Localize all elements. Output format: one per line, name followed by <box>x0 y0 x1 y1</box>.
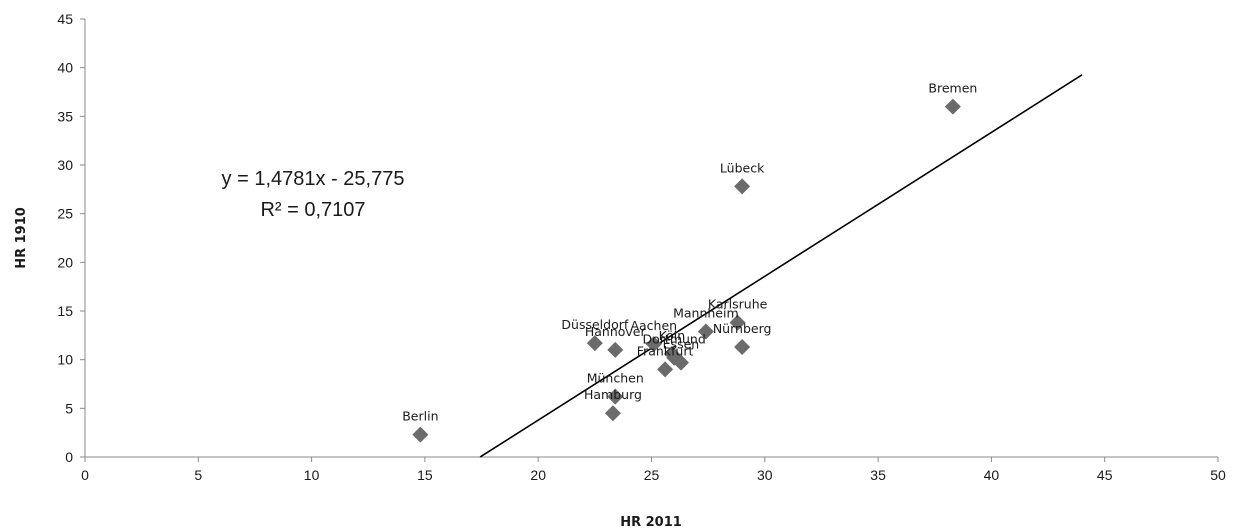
point-bremen <box>944 98 961 115</box>
y-tick-label: 30 <box>57 157 73 173</box>
y-tick-label: 10 <box>57 352 73 368</box>
y-tick-label: 20 <box>57 254 73 270</box>
label-mannheim: Mannheim <box>673 305 739 320</box>
point-frankfurt <box>657 361 674 378</box>
point-berlin <box>412 426 429 443</box>
x-axis-title: HR 2011 <box>620 515 682 530</box>
point-essen <box>672 354 689 371</box>
y-axis-ticks: 0 5 10 15 20 25 30 35 40 45 <box>57 11 85 465</box>
label-munchen: München <box>587 371 644 386</box>
label-frankfurt: Frankfurt <box>637 343 694 358</box>
x-tick-label: 20 <box>530 467 546 483</box>
point-hannover <box>607 341 624 358</box>
label-hannover: Hannover <box>585 324 647 339</box>
label-dortmund: Dortmund <box>643 332 706 347</box>
y-axis-title: HR 1910 <box>14 207 29 269</box>
label-bremen: Bremen <box>928 81 977 96</box>
trendline <box>479 74 1083 458</box>
y-tick-label: 15 <box>57 303 73 319</box>
y-tick-label: 35 <box>57 108 73 124</box>
trendline-equation: y = 1,4781x - 25,775 <box>222 168 405 190</box>
point-mannheim <box>697 323 714 340</box>
x-tick-label: 35 <box>870 467 886 483</box>
x-tick-label: 40 <box>984 467 1000 483</box>
label-nurnberg: Nürnberg <box>713 321 772 336</box>
point-lubeck <box>734 178 751 195</box>
point-nurnberg <box>734 339 751 356</box>
x-tick-label: 0 <box>81 467 89 483</box>
x-tick-label: 30 <box>757 467 773 483</box>
label-dusseldorf: Düsseldorf <box>561 317 628 332</box>
y-tick-label: 25 <box>57 206 73 222</box>
label-koln: Köln <box>659 328 686 343</box>
label-berlin: Berlin <box>402 409 438 424</box>
x-tick-label: 15 <box>417 467 433 483</box>
point-munchen <box>607 388 624 405</box>
r-squared-label: R² = 0,7107 <box>260 199 365 221</box>
x-tick-label: 50 <box>1210 467 1226 483</box>
y-tick-label: 5 <box>65 400 73 416</box>
label-lubeck: Lübeck <box>720 160 765 175</box>
y-tick-label: 45 <box>57 11 73 27</box>
data-points <box>412 98 961 443</box>
label-aachen: Aachen <box>630 318 677 333</box>
x-tick-label: 25 <box>644 467 660 483</box>
point-karlsruhe <box>729 314 746 331</box>
label-essen: Essen <box>663 337 700 352</box>
x-tick-label: 10 <box>304 467 320 483</box>
label-karlsruhe: Karlsruhe <box>708 297 768 312</box>
x-tick-label: 45 <box>1097 467 1113 483</box>
point-hamburg <box>604 405 621 422</box>
y-tick-label: 0 <box>65 449 73 465</box>
point-dusseldorf <box>586 335 603 352</box>
label-hamburg: Hamburg <box>584 387 642 402</box>
point-aachen <box>645 336 662 353</box>
x-tick-label: 5 <box>194 467 202 483</box>
x-axis-ticks: 0 5 10 15 20 25 30 35 40 45 50 <box>81 457 1226 483</box>
y-tick-label: 40 <box>57 60 73 76</box>
